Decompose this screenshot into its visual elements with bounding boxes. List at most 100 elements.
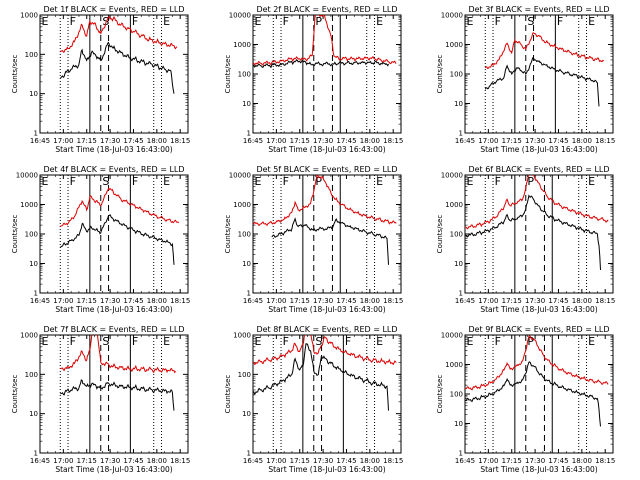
interval-marker: S	[102, 335, 109, 348]
events-series-line	[465, 361, 601, 427]
x-tick-label: 16:45	[243, 137, 263, 145]
y-tick-label: 100	[25, 51, 38, 59]
y-tick-label: 10000	[229, 172, 251, 180]
interval-marker: E	[376, 15, 383, 28]
axes-frame	[464, 14, 614, 134]
x-tick-label: 17:00	[266, 297, 286, 305]
y-tick-label: 1000	[445, 201, 463, 209]
y-tick-label: 1000	[20, 12, 38, 20]
events-series-line	[60, 41, 175, 94]
y-tick-label: 10	[29, 260, 38, 268]
x-tick-label: 17:30	[313, 457, 333, 465]
x-tick-label: 18:00	[572, 297, 592, 305]
panel-title: Det 2f BLACK = Events, RED = LLD	[256, 5, 397, 14]
lld-series-line	[60, 335, 176, 374]
y-tick-label: 1000	[20, 201, 38, 209]
x-tick-label: 17:00	[478, 457, 498, 465]
interval-marker: F	[70, 15, 76, 28]
interval-marker: P	[527, 335, 534, 348]
y-axis-label: Counts/sec	[436, 375, 444, 414]
axes-frame	[252, 334, 402, 454]
x-tick-label: 18:00	[147, 137, 167, 145]
events-series-line	[484, 57, 600, 107]
axes-frame	[464, 334, 614, 454]
interval-marker: E	[255, 175, 262, 188]
y-tick-label: 1	[247, 130, 251, 138]
x-tick-label: 17:00	[478, 297, 498, 305]
x-tick-label: 16:45	[30, 457, 50, 465]
x-axis-label: Start Time (18-Jul-03 16:43:00)	[480, 145, 597, 154]
axes-frame	[464, 174, 614, 294]
events-series-line	[60, 379, 175, 411]
x-tick-label: 18:15	[595, 297, 615, 305]
panel-title: Det 3f BLACK = Events, RED = LLD	[468, 5, 609, 14]
y-tick-label: 1	[34, 130, 38, 138]
y-tick-label: 1	[459, 130, 463, 138]
interval-marker: F	[132, 335, 138, 348]
interval-marker: E	[467, 15, 474, 28]
axes-frame	[39, 334, 189, 454]
interval-marker: F	[345, 335, 351, 348]
y-tick-label: 1000	[233, 201, 251, 209]
panel-title: Det 7f BLACK = Events, RED = LLD	[43, 325, 184, 334]
x-axis-label: Start Time (18-Jul-03 16:43:00)	[480, 465, 597, 474]
y-tick-label: 100	[25, 371, 38, 379]
x-tick-label: 17:45	[548, 297, 568, 305]
x-tick-label: 17:45	[123, 457, 143, 465]
interval-marker: P	[315, 15, 322, 28]
x-tick-label: 17:30	[525, 457, 545, 465]
x-tick-label: 17:00	[266, 137, 286, 145]
x-tick-label: 18:00	[360, 457, 380, 465]
y-tick-label: 1	[459, 290, 463, 298]
y-tick-label: 100	[450, 231, 463, 239]
y-axis-label: Counts/sec	[224, 55, 232, 94]
panel-title: Det 5f BLACK = Events, RED = LLD	[256, 165, 397, 174]
y-tick-label: 100	[450, 71, 463, 79]
x-axis-label: Start Time (18-Jul-03 16:43:00)	[480, 305, 597, 314]
x-tick-label: 16:45	[30, 137, 50, 145]
y-tick-label: 100	[25, 231, 38, 239]
x-tick-label: 18:15	[170, 297, 190, 305]
y-tick-label: 1000	[233, 41, 251, 49]
lld-series-line	[60, 15, 178, 53]
x-tick-label: 18:00	[360, 297, 380, 305]
x-tick-label: 17:45	[336, 297, 356, 305]
x-tick-label: 17:15	[77, 457, 97, 465]
lld-series-line	[253, 335, 397, 366]
y-tick-label: 1	[247, 290, 251, 298]
interval-marker: F	[70, 335, 76, 348]
interval-marker: E	[467, 175, 474, 188]
x-tick-label: 18:15	[595, 457, 615, 465]
x-axis-label: Start Time (18-Jul-03 16:43:00)	[55, 465, 172, 474]
interval-marker: S	[102, 175, 109, 188]
y-tick-label: 10	[29, 90, 38, 98]
panel-title: Det 9f BLACK = Events, RED = LLD	[468, 325, 609, 334]
lld-series-line	[484, 32, 604, 69]
interval-marker: F	[495, 335, 501, 348]
y-tick-label: 10	[242, 410, 251, 418]
interval-marker: F	[557, 15, 563, 28]
x-tick-label: 17:15	[502, 457, 522, 465]
y-axis-label: Counts/sec	[436, 215, 444, 254]
lld-series-line	[465, 175, 609, 230]
y-tick-label: 10	[454, 260, 463, 268]
x-axis-label: Start Time (18-Jul-03 16:43:00)	[268, 305, 385, 314]
y-tick-label: 10	[242, 100, 251, 108]
x-axis-label: Start Time (18-Jul-03 16:43:00)	[55, 305, 172, 314]
lld-series-line	[253, 175, 397, 227]
x-tick-label: 16:45	[455, 137, 475, 145]
interval-marker: E	[163, 175, 170, 188]
y-axis-label: Counts/sec	[224, 375, 232, 414]
y-tick-label: 10	[29, 410, 38, 418]
x-tick-label: 17:15	[290, 137, 310, 145]
y-tick-label: 100	[238, 371, 251, 379]
y-axis-label: Counts/sec	[436, 55, 444, 94]
events-series-line	[253, 58, 389, 69]
interval-marker: E	[255, 335, 262, 348]
